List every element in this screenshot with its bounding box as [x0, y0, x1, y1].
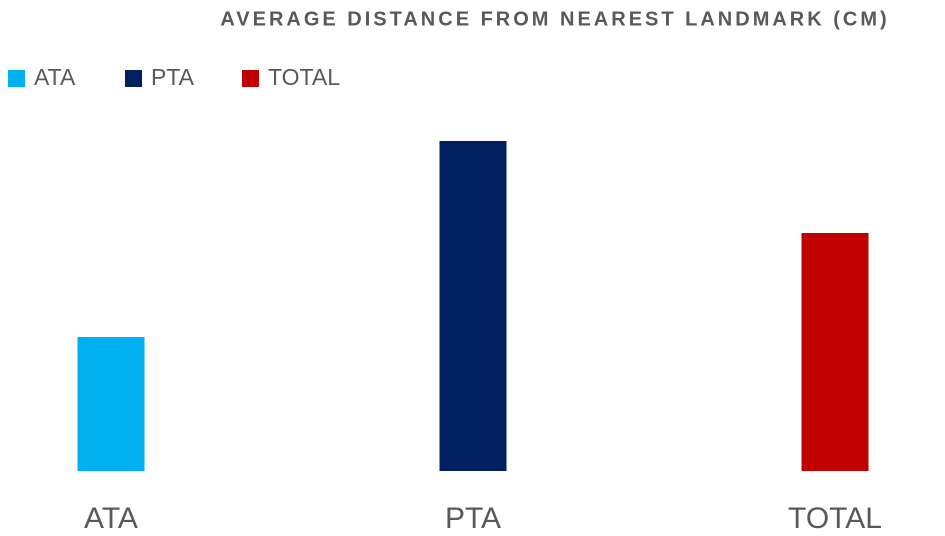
legend-swatch [242, 70, 259, 87]
legend-label: PTA [151, 64, 195, 90]
bar [439, 141, 507, 471]
x-tick-label: PTA [445, 502, 501, 535]
legend-label: TOTAL [268, 64, 340, 90]
x-tick-label: TOTAL [788, 502, 882, 535]
legend-swatch [8, 70, 25, 87]
bar [77, 337, 145, 471]
legend-swatch [125, 70, 142, 87]
x-tick-label: ATA [84, 502, 138, 535]
bar [801, 233, 869, 471]
chart-title: AVERAGE DISTANCE FROM NEAREST LANDMARK (… [220, 8, 889, 30]
legend-label: ATA [34, 64, 76, 90]
